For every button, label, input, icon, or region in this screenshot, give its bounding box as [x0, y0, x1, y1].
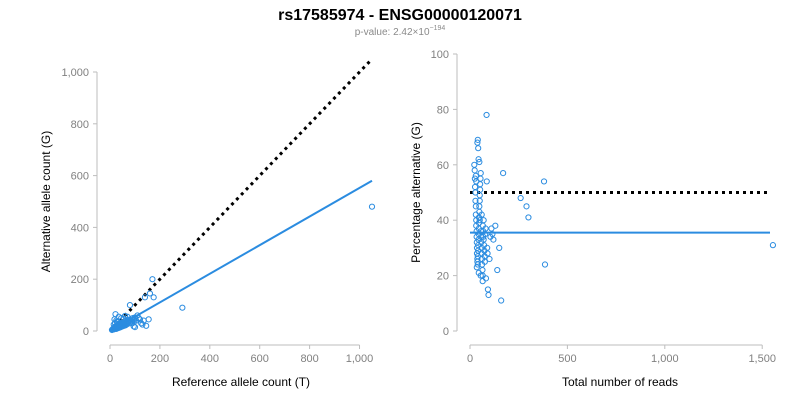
x-axis-title: Reference allele count (T) [172, 375, 310, 389]
data-point [477, 272, 484, 279]
data-point [541, 261, 549, 268]
data-point [473, 264, 480, 271]
y-tick-label: 60 [437, 160, 449, 172]
data-point [368, 203, 376, 210]
data-point [149, 276, 156, 283]
data-point [146, 290, 154, 297]
data-point [113, 318, 121, 325]
x-tick-label: 500 [558, 353, 576, 365]
allele-count-plot: 0 200 400 600 800 1,000 0 200 400 600 800 1,000 Refe… [39, 58, 376, 389]
y-axis-title: Percentage alternative (G) [409, 122, 423, 263]
y-tick-label: 0 [443, 326, 449, 338]
data-point [150, 294, 157, 301]
data-point [482, 275, 490, 282]
data-point [483, 111, 490, 119]
data-point [481, 258, 488, 265]
data-point [131, 324, 139, 331]
data-point [477, 186, 484, 193]
data-point [139, 321, 146, 328]
data-point [476, 203, 483, 210]
data-point [473, 178, 480, 185]
x-tick-label: 0 [467, 353, 473, 365]
y-tick-label: 1,000 [61, 67, 89, 79]
data-point [540, 178, 548, 185]
y-tick-label: 80 [437, 104, 449, 116]
data-point [494, 266, 501, 274]
data-point [472, 203, 479, 210]
data-point [479, 278, 486, 285]
x-tick-label: 0 [107, 353, 113, 365]
y-tick-label: 600 [71, 171, 89, 183]
data-point [135, 314, 142, 322]
percentage-alternative-plot: 0 500 1,000 1,500 0 20 40 60 80 100 Total number o… [409, 49, 777, 389]
y-tick-label: 200 [71, 274, 89, 286]
x-tick-label: 200 [151, 353, 169, 365]
x-tick-label: 800 [300, 353, 318, 365]
data-point [475, 145, 482, 152]
data-point [472, 189, 479, 196]
data-point [476, 158, 483, 166]
data-point [179, 304, 186, 311]
data-point [498, 297, 505, 304]
data-point [136, 316, 144, 323]
data-point [143, 322, 150, 329]
y-axis-title: Alternative allele count (G) [39, 131, 53, 272]
data-point [523, 203, 530, 210]
x-tick-label: 400 [201, 353, 219, 365]
y-tick-label: 100 [431, 49, 449, 61]
data-point [477, 170, 484, 177]
x-tick-label: 1,000 [346, 353, 374, 365]
data-point [486, 255, 493, 263]
data-point [484, 286, 492, 293]
data-point [126, 302, 134, 309]
data-point [480, 217, 487, 224]
data-point [471, 167, 478, 174]
data-point [474, 261, 481, 268]
data-point [475, 156, 482, 163]
data-point [482, 225, 489, 232]
data-point [483, 178, 490, 185]
p-value-prefix: p-value: 2.42×10 [355, 27, 430, 38]
y-tick-label: 800 [71, 119, 89, 131]
fit-line [109, 179, 373, 332]
x-tick-label: 1,500 [748, 353, 776, 365]
data-point [490, 236, 497, 243]
x-axis-title: Total number of reads [562, 375, 678, 389]
y-tick-label: 40 [437, 215, 449, 227]
y-tick-label: 20 [437, 271, 449, 283]
y-tick-label: 400 [71, 222, 89, 234]
data-point [474, 136, 481, 143]
data-point [485, 291, 492, 299]
data-point [141, 294, 149, 301]
data-point [478, 211, 485, 218]
data-point [124, 313, 131, 320]
data-point [471, 161, 478, 168]
x-tick-label: 1,000 [651, 353, 679, 365]
data-point [525, 214, 532, 221]
data-point [496, 244, 503, 251]
data-point [517, 194, 524, 202]
x-tick-label: 600 [251, 353, 269, 365]
chart-title: rs17585974 - ENSG00000120071 [278, 7, 522, 24]
data-point [130, 323, 137, 330]
y-tick-label: 0 [83, 326, 89, 338]
data-point [769, 242, 777, 249]
data-point [145, 316, 152, 323]
data-point [492, 222, 499, 229]
data-point [471, 183, 479, 191]
data-point [500, 170, 507, 177]
chart-subtitle: p-value: 2.42×10−194 [355, 25, 446, 38]
p-value-exponent: −194 [430, 25, 446, 32]
data-point [476, 217, 483, 224]
data-point [484, 250, 491, 257]
reference-line [108, 58, 374, 333]
